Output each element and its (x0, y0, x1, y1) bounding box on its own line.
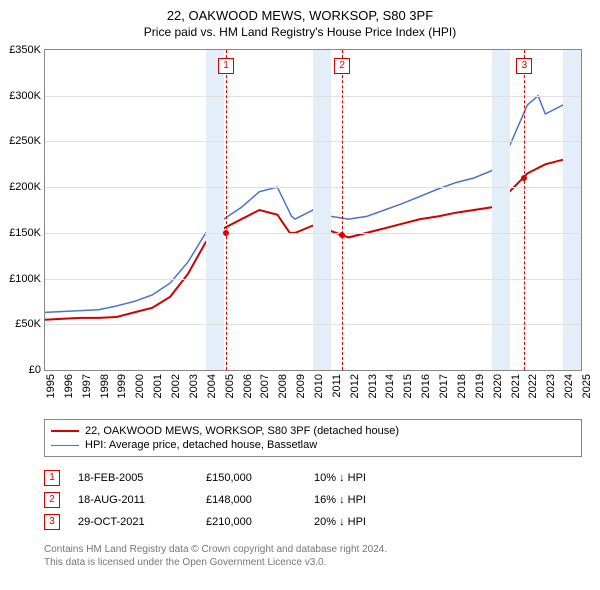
x-axis-label: 2007 (259, 370, 271, 398)
sale-price: £210,000 (206, 516, 296, 528)
sale-hpi-delta: 20% ↓ HPI (314, 516, 424, 528)
footer-attribution: Contains HM Land Registry data © Crown c… (44, 543, 582, 569)
sale-row: 1 18-FEB-2005 £150,000 10% ↓ HPI (44, 467, 582, 489)
chart-band (492, 50, 510, 370)
page-subtitle: Price paid vs. HM Land Registry's House … (0, 25, 600, 39)
y-axis-label: £300K (9, 90, 41, 102)
sale-marker-flag: 1 (218, 58, 234, 74)
x-axis-label: 2021 (510, 370, 522, 398)
x-axis-label: 1998 (99, 370, 111, 398)
page-title: 22, OAKWOOD MEWS, WORKSOP, S80 3PF (0, 8, 600, 23)
x-axis-label: 1996 (63, 370, 75, 398)
x-axis-label: 2025 (581, 370, 593, 398)
chart-band (206, 50, 224, 370)
sale-index-box: 1 (44, 470, 60, 486)
price-chart: £0£50K£100K£150K£200K£250K£300K£350K1995… (44, 49, 582, 371)
y-axis-label: £0 (29, 364, 41, 376)
sale-price: £150,000 (206, 472, 296, 484)
x-axis-label: 1999 (116, 370, 128, 398)
x-axis-label: 2016 (420, 370, 432, 398)
sale-hpi-delta: 16% ↓ HPI (314, 494, 424, 506)
legend-key-red (51, 430, 79, 432)
sale-marker-flag: 3 (516, 58, 532, 74)
y-axis-label: £250K (9, 135, 41, 147)
sale-index-box: 3 (44, 514, 60, 530)
footer-line: This data is licensed under the Open Gov… (44, 556, 582, 569)
sale-hpi-delta: 10% ↓ HPI (314, 472, 424, 484)
x-axis-label: 2018 (456, 370, 468, 398)
chart-band (313, 50, 331, 370)
sale-index-box: 2 (44, 492, 60, 508)
x-axis-label: 2023 (545, 370, 557, 398)
x-axis-label: 2014 (384, 370, 396, 398)
y-axis-label: £200K (9, 181, 41, 193)
x-axis-label: 2002 (170, 370, 182, 398)
y-axis-label: £50K (15, 318, 41, 330)
sale-date: 29-OCT-2021 (78, 516, 188, 528)
sale-date: 18-FEB-2005 (78, 472, 188, 484)
y-axis-label: £150K (9, 227, 41, 239)
sale-marker-flag: 2 (334, 58, 350, 74)
legend-label: HPI: Average price, detached house, Bass… (85, 439, 317, 451)
x-axis-label: 2019 (474, 370, 486, 398)
chart-band (563, 50, 581, 370)
sale-date: 18-AUG-2011 (78, 494, 188, 506)
x-axis-label: 2011 (331, 370, 343, 398)
x-axis-label: 1997 (81, 370, 93, 398)
x-axis-label: 2012 (349, 370, 361, 398)
x-axis-label: 2004 (206, 370, 218, 398)
x-axis-label: 2020 (492, 370, 504, 398)
x-axis-label: 2013 (367, 370, 379, 398)
x-axis-label: 2003 (188, 370, 200, 398)
y-gridline (45, 187, 581, 188)
sale-marker-point (223, 230, 229, 236)
sale-marker-line (342, 50, 343, 370)
sale-row: 2 18-AUG-2011 £148,000 16% ↓ HPI (44, 489, 582, 511)
y-gridline (45, 279, 581, 280)
legend: 22, OAKWOOD MEWS, WORKSOP, S80 3PF (deta… (44, 419, 582, 457)
x-axis-label: 2009 (295, 370, 307, 398)
x-axis-label: 2008 (277, 370, 289, 398)
sale-marker-point (521, 175, 527, 181)
y-gridline (45, 96, 581, 97)
x-axis-label: 2000 (134, 370, 146, 398)
legend-key-blue (51, 445, 79, 446)
y-gridline (45, 141, 581, 142)
y-gridline (45, 233, 581, 234)
y-axis-label: £100K (9, 273, 41, 285)
sale-row: 3 29-OCT-2021 £210,000 20% ↓ HPI (44, 511, 582, 533)
footer-line: Contains HM Land Registry data © Crown c… (44, 543, 582, 556)
x-axis-label: 2024 (563, 370, 575, 398)
sale-price: £148,000 (206, 494, 296, 506)
x-axis-label: 2001 (152, 370, 164, 398)
sale-marker-point (339, 232, 345, 238)
y-axis-label: £350K (9, 44, 41, 56)
x-axis-label: 2015 (402, 370, 414, 398)
x-axis-label: 2017 (438, 370, 450, 398)
sales-table: 1 18-FEB-2005 £150,000 10% ↓ HPI 2 18-AUG-201… (44, 467, 582, 533)
sale-marker-line (524, 50, 525, 370)
legend-label: 22, OAKWOOD MEWS, WORKSOP, S80 3PF (deta… (85, 425, 399, 437)
legend-item-hpi: HPI: Average price, detached house, Bass… (51, 438, 575, 452)
x-axis-label: 1995 (45, 370, 57, 398)
x-axis-label: 2005 (224, 370, 236, 398)
x-axis-label: 2006 (242, 370, 254, 398)
x-axis-label: 2022 (527, 370, 539, 398)
sale-marker-line (226, 50, 227, 370)
legend-item-price: 22, OAKWOOD MEWS, WORKSOP, S80 3PF (deta… (51, 424, 575, 438)
y-gridline (45, 324, 581, 325)
x-axis-label: 2010 (313, 370, 325, 398)
